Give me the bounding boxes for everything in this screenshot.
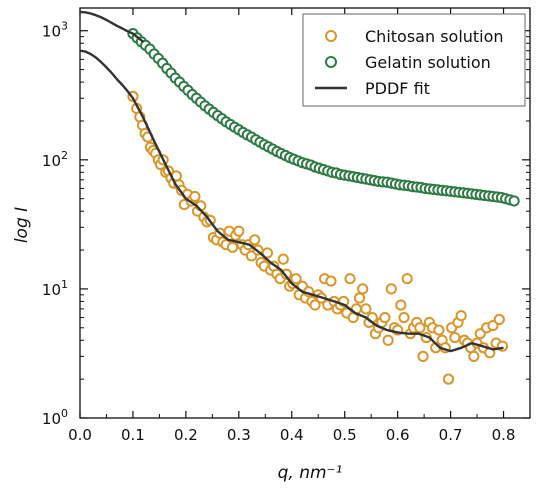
data-point <box>233 225 245 237</box>
y-tick-label: 103 <box>42 20 68 41</box>
legend-label: PDDF fit <box>365 79 430 98</box>
x-tick-label: 0.8 <box>492 426 516 444</box>
series-chitosan-solution <box>127 90 509 385</box>
x-tick-label: 0.1 <box>121 426 145 444</box>
x-tick-label: 0.5 <box>333 426 357 444</box>
data-point <box>344 273 356 285</box>
data-point <box>449 331 461 344</box>
fit-line <box>79 10 145 43</box>
y-axis-title-text: log I <box>12 207 32 243</box>
data-point <box>398 311 410 324</box>
x-tick-label: 0.2 <box>174 426 198 444</box>
data-point <box>226 241 239 253</box>
data-point <box>508 195 520 207</box>
legend-label: Gelatin solution <box>365 53 491 72</box>
legend: Chitosan solution Gelatin solution PDDF fi… <box>302 13 526 107</box>
data-point <box>385 283 397 295</box>
data-point <box>353 292 366 304</box>
data-point <box>189 190 201 203</box>
legend-marker <box>325 56 337 68</box>
x-tick-label: 0.3 <box>227 426 251 444</box>
data-point <box>395 299 407 311</box>
data-point <box>401 273 413 285</box>
data-point <box>468 350 480 363</box>
legend-label: Chitosan solution <box>365 27 504 46</box>
data-point <box>379 311 391 324</box>
legend-box <box>302 13 526 107</box>
data-point <box>414 322 426 334</box>
x-tick-label: 0.4 <box>280 426 304 444</box>
data-point <box>357 283 369 295</box>
data-point <box>493 313 505 326</box>
data-point <box>360 303 372 315</box>
data-point <box>417 350 429 363</box>
y-tick-label: 102 <box>42 149 68 170</box>
plot-area: 0.0 0.1 0.2 0.3 0.4 0.5 0.6 0.7 0.8 100 101 102 103 <box>42 7 531 444</box>
plot-frame <box>79 7 531 419</box>
y-tick-label: 101 <box>42 278 68 299</box>
series-gelatin-solution <box>127 28 520 207</box>
data-point <box>309 299 321 311</box>
x-tick-label: 0.6 <box>386 426 410 444</box>
data-point <box>249 234 261 246</box>
data-point <box>325 275 337 287</box>
data-point <box>277 253 289 265</box>
legend-marker <box>325 30 337 42</box>
data-point <box>290 273 302 285</box>
data-point <box>442 373 455 385</box>
data-point <box>261 247 274 259</box>
x-tick-label: 0.7 <box>439 426 463 444</box>
data-point <box>433 324 445 336</box>
y-tick-label: 100 <box>42 407 68 428</box>
y-axis-title: log I <box>12 207 32 243</box>
x-tick-label: 0.0 <box>68 426 92 444</box>
data-point <box>455 310 467 322</box>
data-point <box>382 334 394 346</box>
x-axis-title: q, nm⁻¹ <box>278 463 343 483</box>
fit-line <box>79 49 504 353</box>
